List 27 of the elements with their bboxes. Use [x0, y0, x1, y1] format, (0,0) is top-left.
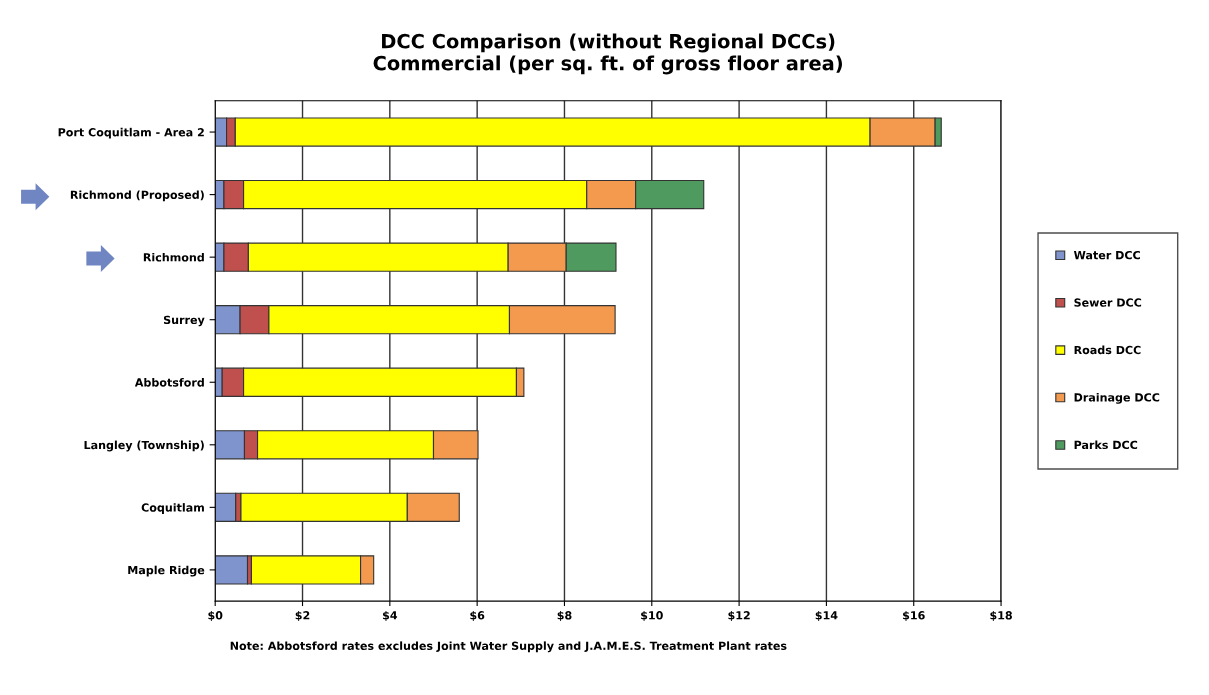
x-tick-label: $14 [815, 610, 838, 621]
x-tick-label: $0 [208, 610, 223, 621]
y-tick-label: Richmond [143, 252, 204, 262]
x-tick-label: $2 [295, 610, 310, 621]
x-tick-label: $6 [470, 610, 485, 621]
y-tick-label: Maple Ridge [128, 565, 205, 577]
text: Note: Abbotsford rates excludes Joint Water Supply and J.A.M.E.S. Treatment Plant rates [230, 641, 787, 653]
bar [215, 492, 237, 522]
x-tick-label: $4 [382, 610, 398, 621]
x-tick-label: $12 [728, 610, 750, 621]
y-tick-label: Richmond (Proposed) [70, 190, 204, 202]
y-tick-label: Surrey [163, 315, 205, 327]
legend-label: Sewer DCC [1074, 298, 1142, 307]
x-tick-label: $18 [990, 610, 1012, 621]
x-tick-label: $8 [557, 610, 572, 621]
chart-title: DCC Comparison (without Regional DCCs) Commercial (per sq. ft. of gross floor area) [373, 33, 842, 75]
legend-label: Parks DCC [1074, 440, 1138, 450]
bar [215, 555, 249, 585]
y-tick-label: Coquitlam [141, 503, 204, 514]
x-tick-label: $10 [641, 610, 663, 621]
y-tick-label: Port Coquitlam - Area 2 [58, 127, 204, 139]
legend-label: Water DCC [1073, 250, 1140, 260]
legend-label: Roads DCC [1074, 345, 1141, 355]
y-tick-label: Abbotsford [134, 378, 204, 387]
x-tick-label: $16 [903, 610, 925, 621]
legend-label: Drainage DCC [1074, 392, 1160, 404]
y-tick-label: Langley (Township) [84, 440, 204, 452]
